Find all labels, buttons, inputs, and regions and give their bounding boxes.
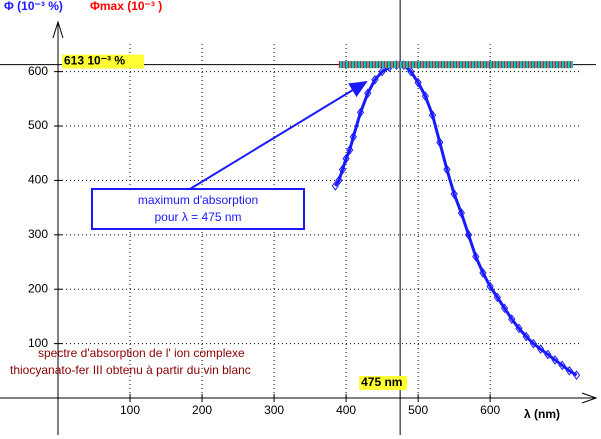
- crosshair-label: 475 nm: [361, 375, 402, 389]
- annotation-frame: [91, 188, 305, 230]
- y-tick-label: 400: [28, 173, 48, 187]
- data-point: [331, 181, 339, 191]
- data-point: [457, 208, 465, 218]
- crosshair-label: 613 10⁻³ %: [64, 54, 125, 68]
- label-background: [359, 376, 408, 390]
- data-point: [464, 229, 473, 240]
- y-tick-label: 300: [28, 227, 48, 241]
- data-point: [500, 303, 509, 314]
- data-point: [338, 164, 347, 175]
- data-point: [479, 268, 487, 278]
- data-point: [544, 349, 552, 360]
- data-point: [371, 74, 379, 85]
- data-point: [378, 66, 386, 77]
- annotation-text: pour λ = 475 nm: [154, 210, 241, 224]
- y-tick-label: 100: [28, 336, 48, 350]
- data-point: [346, 145, 354, 155]
- x-tick-label: 400: [336, 403, 356, 417]
- data-point: [515, 323, 523, 334]
- data-line: [334, 63, 578, 377]
- data-point: [558, 360, 566, 371]
- label-background: [62, 54, 144, 69]
- caption: spectre d'absorption de l' ion complexe: [38, 346, 245, 360]
- annotation-text: maximum d'absorption: [138, 193, 258, 207]
- data-point: [572, 370, 581, 380]
- x-tick-label: 300: [264, 403, 284, 417]
- data-point: [551, 355, 559, 365]
- y-axis-arrow: [52, 20, 64, 39]
- data-point: [486, 281, 494, 292]
- caption: thiocyanato-fer III obtenu à partir du v…: [10, 363, 251, 377]
- y-tick-label: 500: [28, 118, 48, 132]
- data-point: [356, 107, 365, 118]
- x-tick-label: 600: [480, 403, 500, 417]
- y-tick-label: 600: [28, 64, 48, 78]
- annotation-box: maximum d'absorption pour λ = 475 nm: [91, 80, 368, 230]
- data-point: [335, 175, 343, 186]
- data-point: [407, 66, 415, 77]
- y-tick-label: 200: [28, 281, 48, 295]
- data-point: [508, 314, 516, 324]
- data-point: [436, 137, 444, 148]
- data-point: [414, 77, 422, 88]
- data-point: [443, 164, 451, 175]
- data-point: [472, 251, 480, 262]
- data-point: [450, 189, 458, 199]
- data-point: [342, 153, 350, 164]
- x-axis-arrow: [581, 392, 598, 404]
- y-axis-label: Φ (10⁻³ %): [4, 0, 63, 13]
- x-axis-label: λ (nm): [524, 407, 560, 421]
- x-tick-label: 500: [408, 403, 428, 417]
- y2-axis-label: Φmax (10⁻³ ): [90, 0, 162, 13]
- data-point: [428, 110, 437, 120]
- data-point: [349, 132, 357, 142]
- data-point: [421, 91, 429, 101]
- data-point: [522, 331, 530, 342]
- x-tick-label: 200: [192, 403, 212, 417]
- x-tick-label: 100: [120, 403, 140, 417]
- data-point: [565, 365, 574, 376]
- annotation-arrow: [189, 80, 368, 190]
- data-point: [493, 292, 501, 303]
- data-point: [536, 344, 545, 354]
- data-point: [529, 338, 538, 349]
